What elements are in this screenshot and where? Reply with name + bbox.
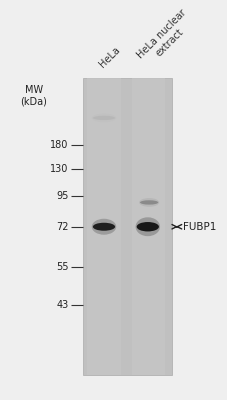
Bar: [131, 78, 164, 376]
Text: HeLa nuclear
extract: HeLa nuclear extract: [135, 8, 195, 69]
Ellipse shape: [92, 116, 115, 120]
Text: 130: 130: [50, 164, 68, 174]
Text: 43: 43: [56, 300, 68, 310]
Ellipse shape: [136, 222, 158, 232]
Text: 180: 180: [50, 140, 68, 150]
Ellipse shape: [139, 200, 158, 205]
Ellipse shape: [92, 223, 115, 231]
Ellipse shape: [138, 198, 158, 207]
Bar: [82, 78, 171, 376]
Text: 95: 95: [56, 191, 68, 201]
Ellipse shape: [91, 114, 116, 122]
Text: HeLa: HeLa: [96, 44, 121, 69]
Ellipse shape: [135, 217, 159, 236]
Bar: [87, 78, 120, 376]
Text: 72: 72: [56, 222, 68, 232]
Text: MW
(kDa): MW (kDa): [20, 85, 47, 107]
Ellipse shape: [91, 219, 116, 235]
Text: FUBP1: FUBP1: [182, 222, 215, 232]
Text: 55: 55: [56, 262, 68, 272]
